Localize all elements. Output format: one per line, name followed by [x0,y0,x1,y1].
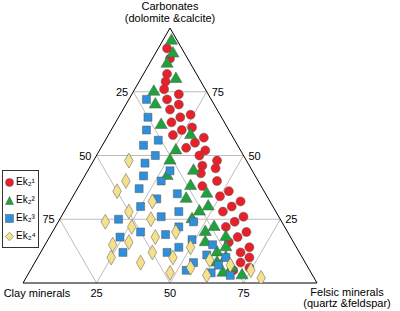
svg-text:Felsic minerals: Felsic minerals [310,286,384,298]
svg-text:(dolomite &calcite): (dolomite &calcite) [125,12,215,24]
html-text:Ek₂²: Ek₂² [16,194,35,205]
svg-text:50: 50 [164,287,176,299]
html-text:Ek₂⁴: Ek₂⁴ [16,230,36,241]
svg-text:75: 75 [237,287,249,299]
svg-text:75: 75 [43,213,55,225]
svg-text:25: 25 [116,86,128,98]
svg-text:50: 50 [79,150,91,162]
svg-text:(quartz &feldspar): (quartz &feldspar) [303,297,390,309]
svg-text:75: 75 [212,86,224,98]
svg-text:25: 25 [285,213,297,225]
svg-text:25: 25 [90,287,102,299]
html-text:Ek₂¹: Ek₂¹ [16,176,35,187]
svg-text:Clay minerals: Clay minerals [8,287,71,299]
svg-text:50: 50 [249,150,261,162]
html-text:Ek₂³: Ek₂³ [16,212,35,223]
svg-text:Carbonates: Carbonates [142,0,199,12]
